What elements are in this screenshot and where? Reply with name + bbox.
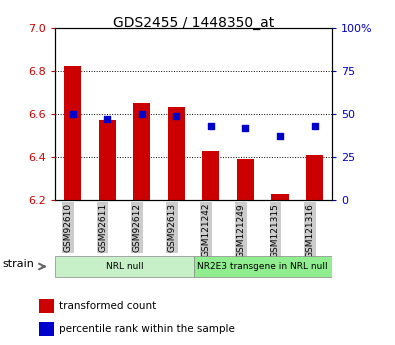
Point [311,123,318,129]
Bar [194,256,332,277]
Bar [202,150,220,200]
Bar [167,107,185,200]
Text: GSM121315: GSM121315 [271,203,280,258]
Text: strain: strain [3,259,35,269]
Text: GSM92610: GSM92610 [64,203,73,252]
Point [242,125,248,130]
Point [277,134,283,139]
Bar [39,322,54,336]
Bar [64,66,81,200]
Point [139,111,145,117]
Text: NRL null: NRL null [105,262,143,271]
Bar [271,194,289,200]
Bar [39,299,54,313]
Text: GSM92611: GSM92611 [98,203,107,252]
Point [104,116,110,122]
Bar [55,256,194,277]
Point [208,123,214,129]
Point [173,113,179,118]
Text: NR2E3 transgene in NRL null: NR2E3 transgene in NRL null [198,262,328,271]
Bar [237,159,254,200]
Text: GSM121242: GSM121242 [202,203,211,257]
Bar [133,103,150,200]
Bar [98,120,116,200]
Text: GSM92613: GSM92613 [167,203,176,252]
Text: transformed count: transformed count [59,301,157,311]
Text: GSM121249: GSM121249 [236,203,245,258]
Text: GDS2455 / 1448350_at: GDS2455 / 1448350_at [113,16,274,30]
Bar [306,155,323,200]
Point [70,111,76,117]
Text: GSM92612: GSM92612 [133,203,142,252]
Text: percentile rank within the sample: percentile rank within the sample [59,324,235,334]
Text: GSM121316: GSM121316 [305,203,314,258]
